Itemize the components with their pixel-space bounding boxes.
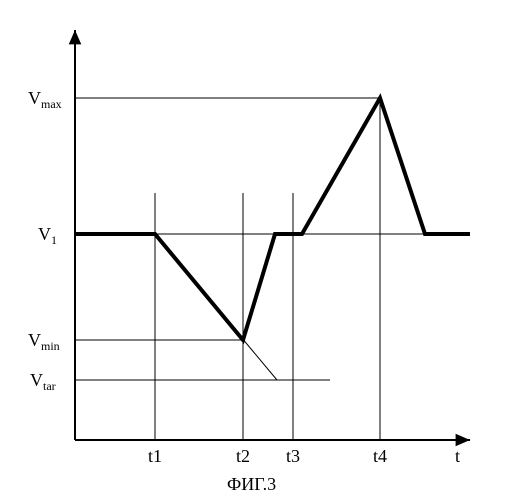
data-curve bbox=[75, 98, 470, 340]
y-tick-label: Vtar bbox=[30, 370, 56, 393]
x-tick-label: t4 bbox=[373, 446, 387, 466]
x-tick-label: t2 bbox=[236, 446, 250, 466]
x-tick-label: t3 bbox=[286, 446, 300, 466]
y-tick-label: Vmax bbox=[28, 88, 62, 111]
x-axis-arrow-icon bbox=[456, 434, 470, 447]
y-axis-arrow-icon bbox=[69, 30, 82, 44]
axes bbox=[69, 30, 470, 446]
velocity-curve bbox=[75, 98, 470, 340]
x-tick-label: t bbox=[455, 446, 460, 466]
y-tick-label: V1 bbox=[38, 224, 57, 247]
velocity-time-diagram: Vmax V1 Vmin Vtar t1 t2 t3 t4 t ФИГ.3 bbox=[0, 0, 505, 500]
y-tick-label: Vmin bbox=[28, 330, 60, 353]
figure-caption: ФИГ.3 bbox=[227, 474, 276, 494]
x-tick-label: t1 bbox=[148, 446, 162, 466]
guide-lines bbox=[75, 98, 470, 440]
